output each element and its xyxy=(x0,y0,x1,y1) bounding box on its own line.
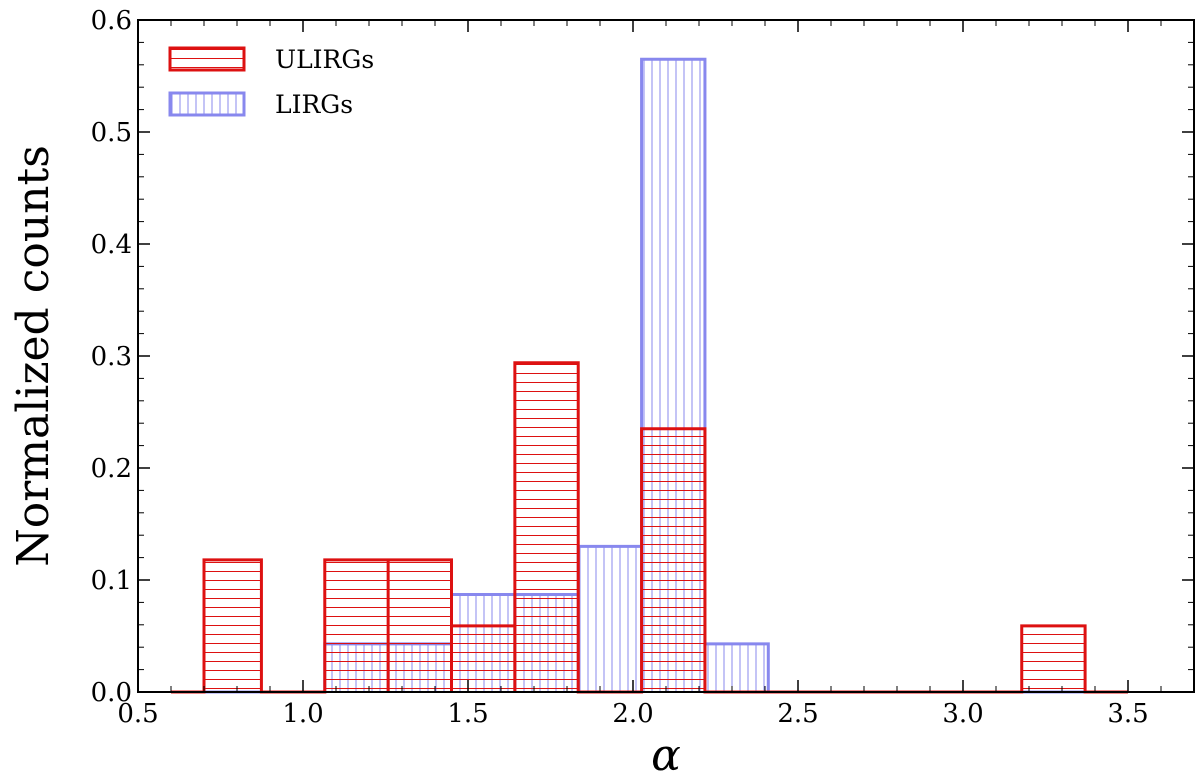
x-axis-title: α xyxy=(651,730,681,777)
y-tick-label: 0.1 xyxy=(91,566,132,596)
ulirgs-bar xyxy=(204,559,262,692)
ulirgs-bar xyxy=(641,428,705,692)
legend-label-lirgs: LIRGs xyxy=(275,90,353,119)
legend-entry-ulirgs: ULIRGs xyxy=(168,45,374,74)
ulirgs-bar xyxy=(388,559,452,692)
x-tick-label: 1.0 xyxy=(282,699,323,729)
legend-label-ulirgs: ULIRGs xyxy=(275,45,374,74)
lirgs-bar xyxy=(578,546,642,692)
ulirgs-bar xyxy=(451,625,515,692)
axis-tick-labels: 0.5 1.0 1.5 2.0 2.5 3.0 3.5 0.0 0.1 0.2 0.3 0.4 0.5 0… xyxy=(91,6,1149,729)
legend-swatch-ulirgs xyxy=(168,46,246,72)
x-tick-label: 3.5 xyxy=(1107,699,1148,729)
ulirgs-bar xyxy=(324,559,389,692)
ulirgs-bar xyxy=(1021,625,1086,692)
lirgs-bar xyxy=(704,643,769,692)
y-tick-label: 0.0 xyxy=(91,678,132,708)
ulirgs-bars xyxy=(171,361,1128,694)
axis-ticks xyxy=(137,19,1195,693)
x-tick-label: 2.0 xyxy=(612,699,653,729)
y-tick-label: 0.5 xyxy=(91,118,132,148)
x-tick-label: 2.5 xyxy=(777,699,818,729)
ulirgs-bar xyxy=(514,362,579,692)
legend: ULIRGs LIRGs xyxy=(168,45,374,119)
y-tick-label: 0.6 xyxy=(91,6,132,36)
x-tick-label: 1.5 xyxy=(447,699,488,729)
x-tick-label: 3.0 xyxy=(942,699,983,729)
y-tick-label: 0.3 xyxy=(91,342,132,372)
y-axis-title: Normalized counts xyxy=(8,145,59,567)
y-tick-label: 0.4 xyxy=(91,230,132,260)
legend-swatch-lirgs xyxy=(168,91,246,117)
y-tick-label: 0.2 xyxy=(91,454,132,484)
x-tick-label: 0.5 xyxy=(117,699,158,729)
legend-entry-lirgs: LIRGs xyxy=(168,90,353,119)
